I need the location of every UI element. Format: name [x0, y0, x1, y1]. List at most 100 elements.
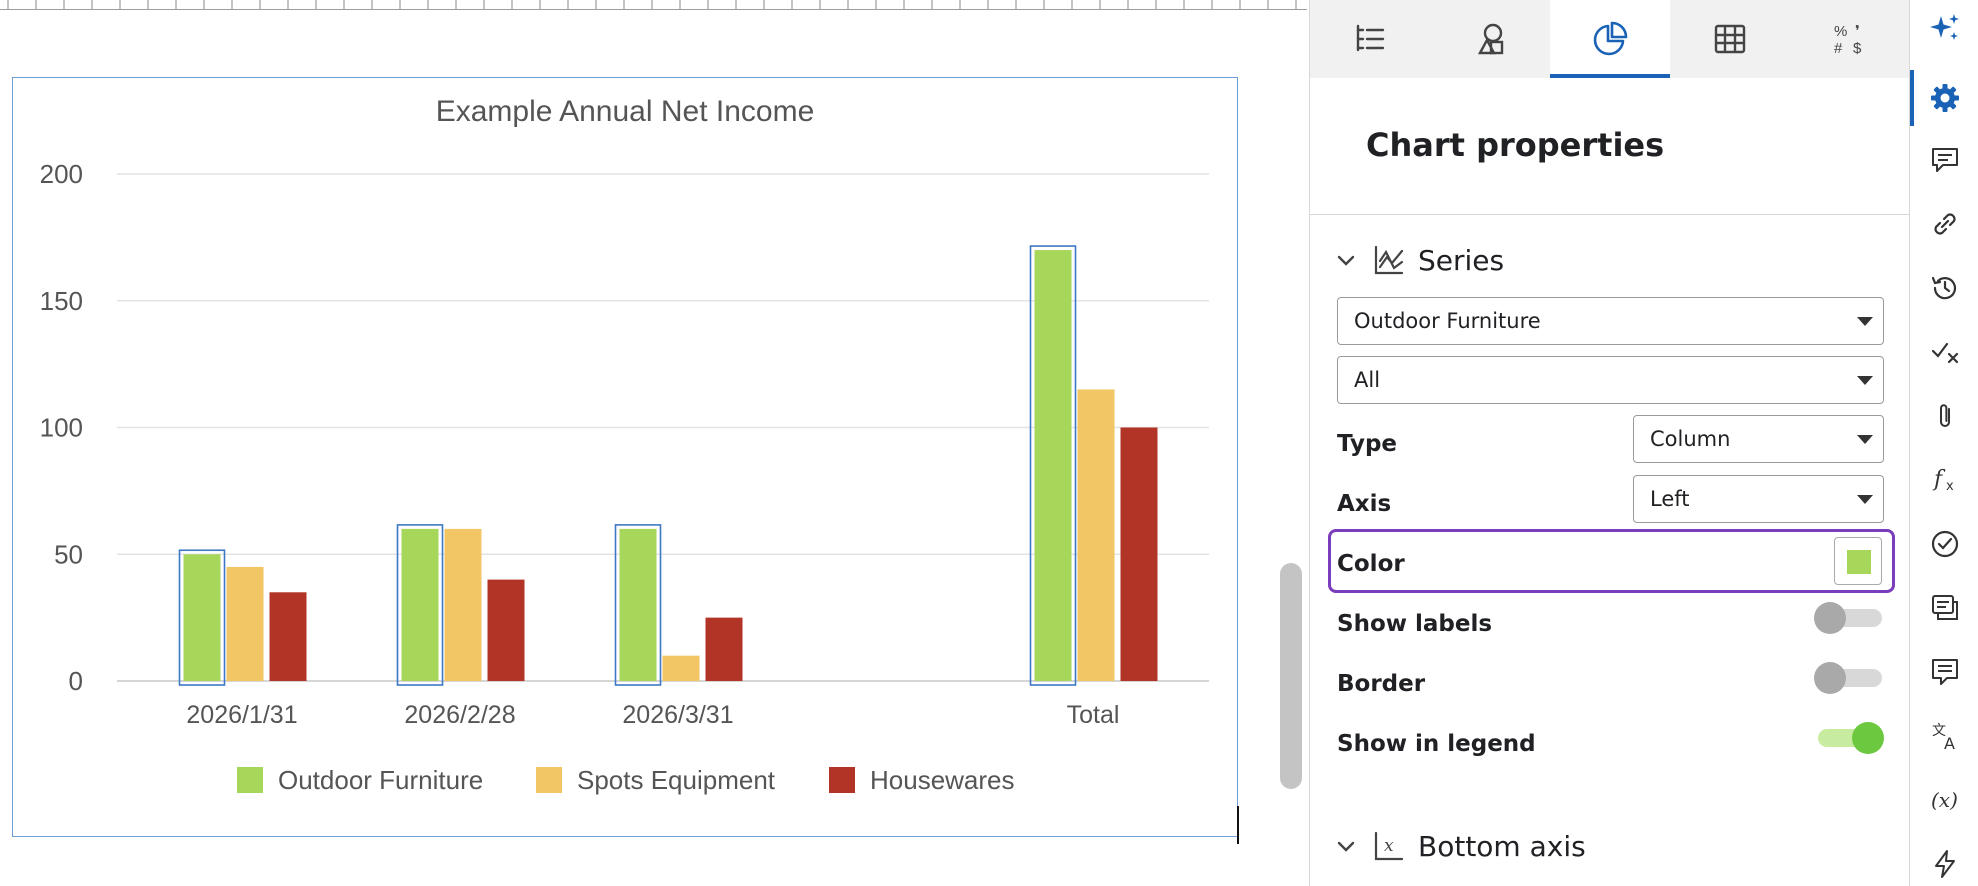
rail-spellcheck-button[interactable]	[1910, 324, 1978, 380]
svg-text:#: #	[1834, 40, 1843, 57]
vertical-scrollbar[interactable]	[1280, 563, 1302, 789]
bar-outdoor-furniture[interactable]	[401, 528, 439, 681]
y-tick-label: 0	[69, 666, 83, 696]
axis-select-value: Left	[1650, 487, 1690, 511]
legend-label[interactable]: Outdoor Furniture	[278, 765, 483, 795]
bar-housewares[interactable]	[269, 592, 307, 681]
color-picker-button[interactable]	[1834, 537, 1882, 585]
legend-swatch	[237, 767, 263, 793]
axis-select[interactable]: Left	[1633, 475, 1884, 523]
horizontal-ruler	[0, 0, 1307, 10]
bar-spots-equipment[interactable]	[1077, 389, 1115, 681]
bar-outdoor-furniture[interactable]	[619, 528, 657, 681]
show-labels-toggle[interactable]	[1814, 600, 1884, 636]
svg-text:x: x	[1946, 479, 1954, 494]
bar-selection-outline	[178, 549, 226, 686]
x-tick-label: 2026/3/31	[622, 701, 733, 729]
bar-housewares[interactable]	[487, 579, 525, 681]
rail-ai-button[interactable]	[1910, 0, 1978, 56]
border-label: Border	[1337, 671, 1426, 697]
legend-label[interactable]: Housewares	[870, 765, 1015, 795]
rail-notes-button[interactable]	[1910, 580, 1978, 636]
bar-housewares[interactable]	[1120, 427, 1158, 682]
bar-housewares[interactable]	[705, 617, 743, 681]
y-tick-label: 200	[40, 159, 83, 189]
history-icon	[1931, 276, 1956, 300]
bottom-axis-section-header[interactable]: x Bottom axis	[1334, 826, 1586, 866]
chart-properties-panel: % ❜ # $ Chart properties Series Outdoor Fu…	[1309, 0, 1910, 886]
sparkle-ai-icon	[1929, 14, 1959, 40]
axis-icon: x	[1374, 831, 1404, 861]
rail-comments-button[interactable]	[1910, 132, 1978, 188]
y-tick-label: 50	[54, 539, 83, 569]
rail-check-button[interactable]	[1910, 516, 1978, 572]
type-select[interactable]: Column	[1633, 415, 1884, 463]
rail-formula-button[interactable]: f x	[1910, 452, 1978, 508]
bar-spots-equipment[interactable]	[226, 566, 264, 681]
bar-spots-equipment[interactable]	[662, 655, 700, 681]
data-points-select[interactable]: All	[1337, 356, 1884, 404]
svg-text:A: A	[1944, 734, 1955, 752]
border-toggle[interactable]	[1814, 660, 1884, 696]
chart-bars[interactable]	[178, 245, 1158, 686]
tab-chart[interactable]	[1550, 0, 1670, 78]
rail-link-button[interactable]	[1910, 196, 1978, 252]
spellcheck-icon	[1931, 342, 1958, 364]
lightning-icon	[1934, 850, 1955, 878]
chart-object[interactable]: Example Annual Net Income 0 50 100 150 200 2…	[12, 77, 1238, 837]
color-swatch	[1847, 550, 1871, 574]
bar-selection-outline	[396, 524, 444, 686]
series-section-header[interactable]: Series	[1334, 240, 1504, 280]
chart-title[interactable]: Example Annual Net Income	[436, 95, 815, 128]
number-format-icon: % ❜ # $	[1834, 23, 1862, 57]
settings-gear-icon	[1930, 84, 1959, 112]
dropdown-caret-icon	[1857, 435, 1873, 444]
tab-number-format[interactable]: % ❜ # $	[1790, 0, 1910, 78]
rail-automation-button[interactable]	[1910, 836, 1978, 886]
series-line-chart-icon	[1374, 245, 1404, 275]
comment-box-icon	[1931, 659, 1958, 685]
rail-translate-button[interactable]: 文 A	[1910, 708, 1978, 764]
panel-tab-bar: % ❜ # $	[1310, 0, 1910, 78]
show-in-legend-toggle[interactable]	[1814, 720, 1884, 756]
legend-swatch	[829, 767, 855, 793]
rail-comment-box-button[interactable]	[1910, 644, 1978, 700]
x-tick-label: Total	[1067, 701, 1120, 729]
rail-variable-button[interactable]: (x)	[1910, 772, 1978, 828]
y-tick-label: 150	[40, 286, 83, 316]
rail-history-button[interactable]	[1910, 260, 1978, 316]
legend-label[interactable]: Spots Equipment	[577, 765, 776, 795]
show-in-legend-label: Show in legend	[1337, 731, 1536, 757]
tab-table[interactable]	[1670, 0, 1790, 78]
attachment-icon	[1939, 404, 1950, 427]
y-tick-label: 100	[40, 413, 83, 443]
bar-outdoor-furniture[interactable]	[1034, 250, 1072, 682]
svg-text:❜: ❜	[1855, 23, 1860, 40]
svg-text:$: $	[1853, 40, 1862, 57]
tab-shapes[interactable]	[1430, 0, 1550, 78]
dropdown-caret-icon	[1857, 376, 1873, 385]
svg-text:x: x	[1384, 836, 1394, 856]
toggle-knob	[1852, 722, 1884, 754]
series-select[interactable]: Outdoor Furniture	[1337, 297, 1884, 345]
x-axis-tick-labels: 2026/1/31 2026/2/28 2026/3/31 Total	[186, 701, 1119, 729]
svg-text:(x): (x)	[1931, 788, 1958, 812]
bar-outdoor-furniture[interactable]	[183, 554, 221, 681]
chart-legend[interactable]: Outdoor Furniture Spots Equipment Housewar…	[237, 765, 1015, 795]
color-label: Color	[1337, 551, 1405, 577]
formula-icon: f x	[1932, 467, 1954, 494]
series-select-value: Outdoor Furniture	[1354, 309, 1541, 333]
rail-attachment-button[interactable]	[1910, 388, 1978, 444]
shapes-icon	[1477, 23, 1504, 55]
bar-spots-equipment[interactable]	[444, 528, 482, 681]
color-row-highlight	[1328, 529, 1895, 593]
translate-icon: 文 A	[1932, 723, 1955, 752]
legend-swatch	[536, 767, 562, 793]
panel-title: Chart properties	[1366, 126, 1665, 164]
type-select-value: Column	[1650, 427, 1731, 451]
column-chart[interactable]: Example Annual Net Income 0 50 100 150 200 2…	[13, 78, 1239, 838]
axis-label: Axis	[1337, 491, 1392, 517]
dropdown-caret-icon	[1857, 495, 1873, 504]
rail-settings-button[interactable]	[1910, 70, 1978, 126]
tab-setup[interactable]	[1310, 0, 1430, 78]
